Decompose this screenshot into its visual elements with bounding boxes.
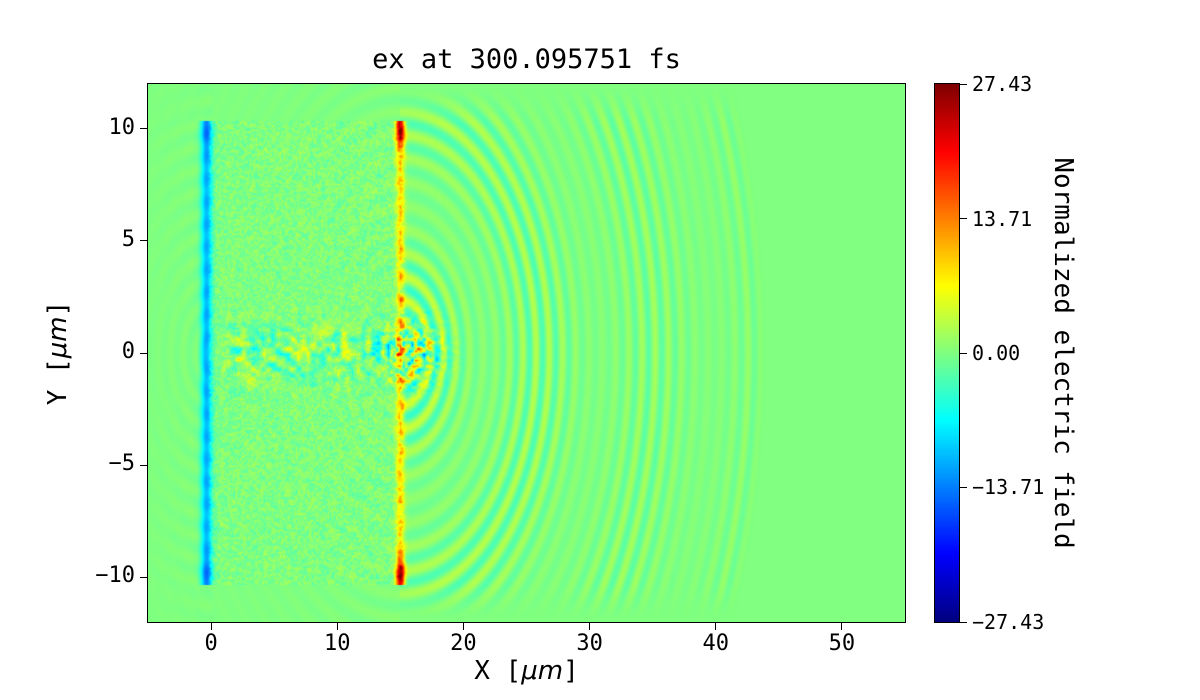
plot-area xyxy=(147,83,906,623)
x-axis-label-suffix: ] xyxy=(563,656,579,686)
colorbar-tick-label: −27.43 xyxy=(972,610,1045,634)
x-tick-label: 0 xyxy=(204,631,218,656)
colorbar-tick-label: 0.00 xyxy=(972,341,1021,365)
x-axis-label: X [μm] xyxy=(148,656,905,686)
heatmap-canvas xyxy=(148,84,905,622)
x-axis-label-prefix: X [ xyxy=(474,656,522,686)
x-tick-mark xyxy=(589,623,591,630)
colorbar-tick-mark xyxy=(960,83,967,85)
x-tick-label: 30 xyxy=(576,631,603,656)
x-tick-label: 50 xyxy=(828,631,856,656)
colorbar xyxy=(934,83,960,623)
colorbar-label: Normalized electric field xyxy=(1048,157,1078,549)
x-tick-mark xyxy=(462,623,464,630)
colorbar-tick-label: −13.71 xyxy=(972,475,1045,500)
y-tick-label: 0 xyxy=(121,339,135,364)
y-tick-label: −5 xyxy=(108,451,136,477)
colorbar-canvas xyxy=(935,84,959,622)
chart-title: ex at 300.095751 fs xyxy=(372,44,681,75)
x-tick-mark xyxy=(715,623,717,630)
y-tick-mark xyxy=(140,352,147,354)
x-tick-label: 20 xyxy=(450,631,477,656)
y-tick-label: 10 xyxy=(108,114,136,140)
y-tick-mark xyxy=(140,576,147,578)
x-tick-mark xyxy=(210,623,212,630)
colorbar-tick-label: 13.71 xyxy=(972,206,1033,231)
y-tick-label: 5 xyxy=(121,226,135,252)
colorbar-tick-mark xyxy=(960,486,967,488)
y-tick-mark xyxy=(140,240,147,242)
x-tick-label: 10 xyxy=(324,631,351,656)
y-axis-label-prefix: Y [ xyxy=(43,358,73,406)
x-tick-mark xyxy=(336,623,338,630)
colorbar-tick-label: 27.43 xyxy=(972,72,1033,96)
y-tick-mark xyxy=(140,464,147,466)
colorbar-tick-mark xyxy=(960,352,967,354)
y-tick-label: −10 xyxy=(95,563,135,589)
y-tick-mark xyxy=(140,128,147,130)
colorbar-tick-mark xyxy=(960,621,967,623)
colorbar-tick-mark xyxy=(960,218,967,220)
x-tick-label: 40 xyxy=(702,631,730,656)
x-axis-unit: μm xyxy=(521,656,564,686)
y-axis-label-suffix: ] xyxy=(43,300,73,317)
x-tick-mark xyxy=(841,623,843,630)
